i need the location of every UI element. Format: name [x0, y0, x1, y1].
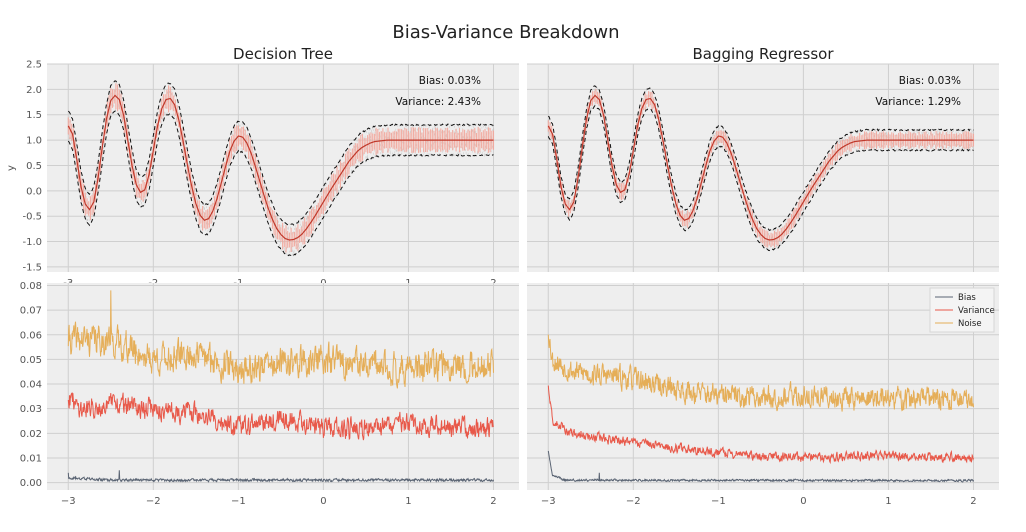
- bias-line: [547, 450, 974, 483]
- y-axis-label: y: [6, 165, 17, 171]
- y-tick-label: 1.0: [26, 136, 42, 147]
- plot-area: [47, 283, 519, 490]
- mean-prediction-line: [547, 94, 974, 241]
- bias-annotation: Bias: 0.03%: [899, 75, 961, 87]
- panel-bagging-predictions: Bias: 0.03% Variance: 1.29%: [527, 63, 999, 272]
- y-tick-label: -0.5: [22, 212, 42, 223]
- y-tick-label: 0.01: [20, 453, 42, 464]
- noise-line: [67, 290, 494, 389]
- y-tick-label: -1.5: [22, 262, 42, 273]
- y-tick-label: 0.07: [20, 306, 42, 317]
- y-tick-label: 0.02: [20, 429, 42, 440]
- figure-title: Bias-Variance Breakdown: [392, 22, 619, 43]
- x-tick-label: −2: [626, 496, 641, 507]
- x-tick-label: −3: [541, 496, 556, 507]
- bias-annotation: Bias: 0.03%: [419, 75, 481, 87]
- bias-line: [67, 470, 494, 483]
- legend-label-variance: Variance: [958, 306, 995, 316]
- panel-decision-tree-predictions: 2.52.01.51.00.50.0-0.5-1.0-1.5-3-2-1012B…: [22, 60, 519, 289]
- y-tick-label: 2.0: [26, 85, 42, 96]
- y-tick-label: 0.06: [20, 330, 42, 341]
- panel-title-bagging-regressor: Bagging Regressor: [692, 45, 834, 63]
- x-tick-label: 0: [320, 496, 326, 507]
- variance-annotation: Variance: 1.29%: [875, 96, 961, 108]
- x-tick-label: −1: [711, 496, 726, 507]
- lower-bound-line: [67, 110, 494, 257]
- x-tick-label: 0: [800, 496, 806, 507]
- panel-title-decision-tree: Decision Tree: [233, 45, 333, 63]
- legend-label-noise: Noise: [958, 319, 982, 329]
- panel-decision-tree-breakdown: 0.08 0.07 0.06 0.05 0.04 0.03 0.02 0.01 0.00 −3 −2…: [20, 281, 519, 507]
- x-tick-label: 2: [970, 496, 976, 507]
- x-tick-label: −1: [231, 496, 246, 507]
- panel-bagging-breakdown: −3 −2 −1 0 1 2 Bias Variance Noise: [527, 283, 999, 507]
- x-tick-label: 1: [405, 496, 411, 507]
- y-tick-label: 0.5: [26, 161, 42, 172]
- y-tick-label: 0.03: [20, 404, 42, 415]
- y-tick-label: 0.00: [20, 478, 42, 489]
- y-tick-label: 0.05: [20, 355, 42, 366]
- y-tick-label: 0.08: [20, 281, 42, 292]
- y-tick-label: 0.0: [26, 186, 42, 197]
- legend: Bias Variance Noise: [929, 287, 995, 333]
- y-tick-label: 1.5: [26, 110, 42, 121]
- y-tick-label: -1.0: [22, 237, 42, 248]
- plot-area: [527, 283, 999, 490]
- x-tick-label: −2: [146, 496, 161, 507]
- y-tick-label: 2.5: [26, 60, 42, 71]
- x-tick-label: −3: [61, 496, 76, 507]
- x-tick-label: 2: [490, 496, 496, 507]
- upper-bound-line: [67, 80, 494, 226]
- y-tick-label: 0.04: [20, 380, 42, 391]
- legend-label-bias: Bias: [958, 293, 976, 303]
- variance-line: [547, 385, 974, 465]
- upper-bound-line: [547, 85, 974, 232]
- noise-line: [547, 334, 974, 412]
- variance-annotation: Variance: 2.43%: [395, 96, 481, 108]
- mean-prediction-line: [67, 94, 494, 241]
- variance-line: [67, 392, 494, 441]
- x-tick-label: 1: [885, 496, 891, 507]
